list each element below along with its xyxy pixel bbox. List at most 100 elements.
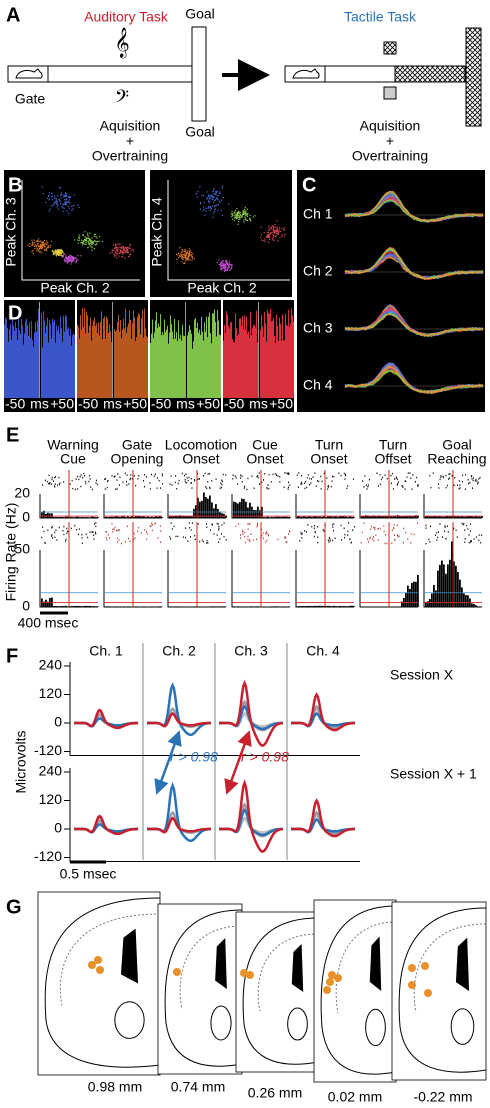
spike [444,530,446,533]
acg-bar [77,324,78,398]
hist-bar [311,516,313,518]
hist-bar [329,605,331,607]
hist-bar [183,515,185,518]
dot [231,266,233,268]
hist-bar [43,601,45,607]
dot [281,227,283,229]
dot [221,262,223,264]
column-label: Opening [111,451,164,467]
hist-bar [87,605,89,607]
correlation-label: r > 0.98 [170,749,218,765]
dot [31,243,34,245]
dot [244,206,246,209]
acg-bar [74,334,75,398]
dot [63,194,65,196]
spike [267,484,269,486]
spike [385,533,387,536]
hist-bar [59,516,61,518]
acg-bar [58,326,59,398]
hist-bar [305,606,307,607]
hist-bar [61,516,63,518]
hist-bar [187,516,189,518]
spike [397,483,399,485]
dot [274,229,277,232]
dot [234,211,236,213]
dot [281,235,283,238]
hist-bar [353,605,355,607]
dot [90,242,92,244]
dot [50,195,53,198]
acg-bar [116,330,117,398]
dot [46,249,48,252]
hist-bar [153,517,155,518]
hist-bar [197,497,199,518]
acg-bar [140,334,141,398]
structure [365,1008,386,1047]
spike [438,483,440,485]
spike [186,482,188,484]
acg-bar [273,318,274,398]
spike [298,472,300,474]
spike [209,473,211,475]
dot [37,240,39,243]
spike [393,523,395,526]
hist-bar [199,501,201,518]
spike [203,474,205,477]
spike [51,525,53,528]
spike [304,487,306,490]
hist-bar [327,516,329,518]
hist-bar [429,516,431,518]
acg-bar [97,332,98,398]
dot [237,223,239,225]
spike [175,535,177,538]
spike [470,541,472,543]
acg-bar [249,337,250,398]
spike [42,526,44,528]
dot [268,225,270,227]
trace [344,312,484,337]
dot [268,236,270,239]
dot [252,216,254,218]
hist-bar [425,515,427,518]
dot [70,257,72,259]
section-label: -0.22 mm [413,1089,472,1105]
dot [203,208,205,210]
hist-bar [249,606,251,607]
dot [65,204,67,206]
spike [46,480,48,483]
dot [237,211,239,214]
acg-bar [155,320,156,398]
dot [244,217,247,219]
spike [222,473,224,476]
spike [481,534,483,536]
spike [417,484,419,487]
acg-bar [38,308,39,398]
dot [78,238,80,240]
acg-bar [275,342,276,398]
column-label: Onset [246,451,283,467]
spike [370,528,372,530]
dot [245,211,247,213]
acg-bar [50,324,51,398]
dot [236,208,238,210]
spike [118,539,120,541]
acg-bar [98,322,99,398]
spike [182,536,184,538]
dot [111,251,113,253]
dot [60,254,62,256]
dot [202,206,205,208]
dot [72,257,74,259]
dot [64,192,67,194]
spike [220,482,222,484]
dot [269,228,271,231]
dot [222,266,224,269]
dot [237,215,240,217]
spike [464,541,466,543]
acg-bar [242,316,243,398]
acg-bar [65,314,66,398]
dot [225,261,228,263]
spike [95,482,97,484]
panel-letter: D [8,302,22,324]
spike [360,542,362,544]
recording-site [173,968,181,976]
